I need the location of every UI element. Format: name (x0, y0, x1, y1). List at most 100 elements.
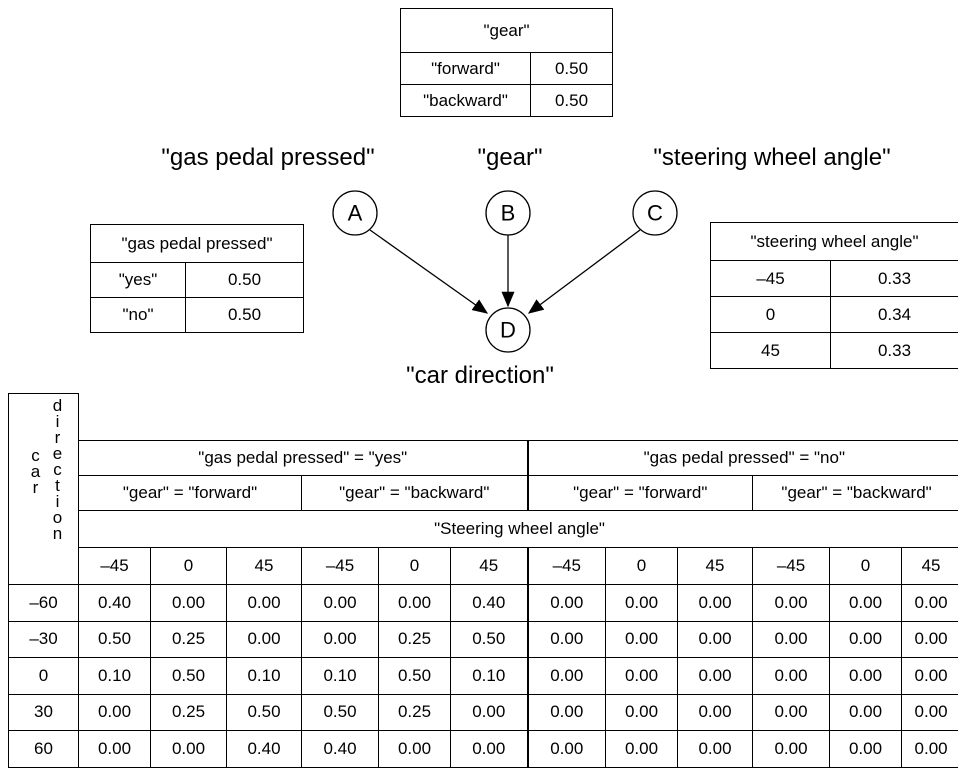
cell: 0.00 (830, 731, 902, 768)
cell: –45 (711, 261, 831, 297)
header: "Steering wheel angle" (79, 511, 958, 548)
prob-table: "gas pedal pressed""yes"0.50"no"0.50 (90, 224, 304, 333)
cell: 0.33 (831, 333, 958, 369)
row-label: –60 (9, 585, 79, 622)
page: {"gear_table":{"title":"\"gear\"","rows"… (0, 0, 958, 751)
cell: 0.50 (227, 694, 302, 731)
cell: 0.00 (753, 621, 830, 658)
cell: 0.00 (902, 658, 958, 695)
cell: 0.50 (79, 621, 151, 658)
cell: 0.10 (451, 658, 528, 695)
cell: 0.00 (528, 731, 606, 768)
row: "gas pedal pressed" (91, 225, 304, 263)
cell: 0.50 (302, 694, 379, 731)
cell: 0.50 (186, 298, 304, 333)
node-label: "gear" (477, 144, 542, 172)
table-title: "gas pedal pressed" (91, 225, 304, 263)
header: "gear" = "backward" (753, 476, 958, 511)
row: "yes"0.50 (91, 263, 304, 298)
angle: 45 (678, 548, 753, 585)
header: "gear" = "forward" (528, 476, 753, 511)
cell: 0.00 (79, 731, 151, 768)
cell: 0.50 (186, 263, 304, 298)
cell: 0.00 (227, 585, 302, 622)
cell: "yes" (91, 263, 186, 298)
node-label: "car direction" (406, 362, 554, 390)
blank (79, 394, 958, 441)
table-title: "steering wheel angle" (711, 223, 958, 261)
cell: 0.40 (302, 731, 379, 768)
cell: 0.50 (531, 85, 613, 117)
node-letter: B (501, 201, 516, 226)
cell: 0.00 (151, 585, 227, 622)
cell: 0.00 (451, 731, 528, 768)
cell: 0.00 (902, 585, 958, 622)
cell: 0.40 (451, 585, 528, 622)
row-label: 0 (9, 658, 79, 695)
cell: 0.00 (528, 621, 606, 658)
cell: 0.00 (830, 658, 902, 695)
cell: 0.00 (606, 621, 678, 658)
cell: 0.00 (528, 585, 606, 622)
row: "no"0.50 (91, 298, 304, 333)
header: "gear" = "backward" (302, 476, 528, 511)
cell: 0.00 (302, 621, 379, 658)
header: "gas pedal pressed" = "no" (528, 441, 958, 476)
cell: 0.50 (531, 53, 613, 85)
node-label: "gas pedal pressed" (161, 144, 374, 172)
cell: 0.10 (302, 658, 379, 695)
cell: 0.00 (830, 585, 902, 622)
edge (529, 230, 640, 313)
cell: 0.00 (902, 694, 958, 731)
cell: 0 (711, 297, 831, 333)
cell: 0.00 (753, 658, 830, 695)
row: "Steering wheel angle" (9, 511, 958, 548)
cell: 0.00 (606, 585, 678, 622)
row-label: 30 (9, 694, 79, 731)
header: "gas pedal pressed" = "yes" (79, 441, 528, 476)
angle: –45 (302, 548, 379, 585)
cell: 0.00 (379, 585, 451, 622)
cell: 0.40 (227, 731, 302, 768)
cell: 0.25 (379, 694, 451, 731)
cell: 0.00 (606, 731, 678, 768)
angle: 45 (451, 548, 528, 585)
cell: 0.00 (678, 621, 753, 658)
cell: 0.10 (79, 658, 151, 695)
prob-table: "gear""forward"0.50"backward"0.50 (400, 8, 613, 117)
cell: 0.50 (451, 621, 528, 658)
cell: 0.00 (151, 731, 227, 768)
cell: 0.00 (528, 658, 606, 695)
node-letter: A (348, 201, 363, 226)
cell: 0.00 (451, 694, 528, 731)
cell: "no" (91, 298, 186, 333)
node-letter: D (500, 318, 516, 343)
cell: 0.00 (606, 658, 678, 695)
row-label: 60 (9, 731, 79, 768)
cell: 0.00 (678, 731, 753, 768)
row: "gas pedal pressed" = "yes""gas pedal pr… (9, 441, 958, 476)
cell: 0.10 (227, 658, 302, 695)
node-letter: C (647, 201, 663, 226)
cell: 0.00 (753, 694, 830, 731)
row-label: –30 (9, 621, 79, 658)
cell: 0.00 (606, 694, 678, 731)
row: "backward"0.50 (401, 85, 613, 117)
angle: –45 (79, 548, 151, 585)
cell: 0.33 (831, 261, 958, 297)
edge (370, 230, 487, 313)
cell: 0.00 (830, 694, 902, 731)
angle: 0 (151, 548, 227, 585)
header: "gear" = "forward" (79, 476, 302, 511)
